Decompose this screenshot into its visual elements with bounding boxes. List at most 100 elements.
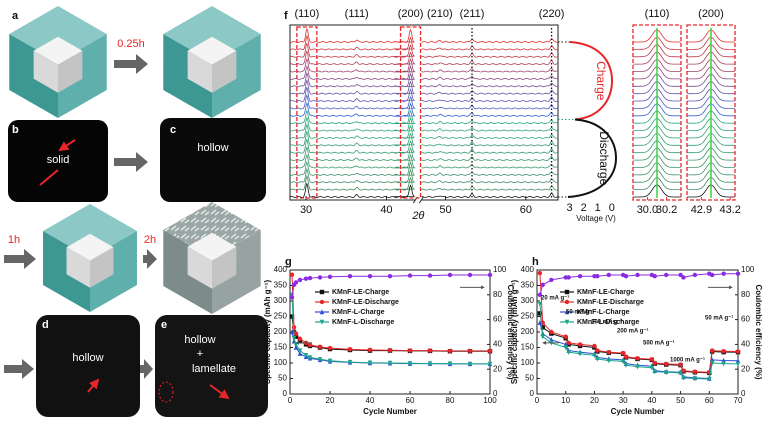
legend-label: KMnF-LE-Discharge [577, 299, 644, 306]
panel-label: d [42, 319, 49, 331]
v-tick-label: 3 [567, 202, 573, 214]
annotation: + [197, 348, 203, 360]
data-point [678, 362, 683, 367]
data-point [367, 274, 373, 279]
x-tick-label: 40 [647, 396, 656, 405]
y-tick-label: 100 [274, 358, 288, 367]
inner-cube [66, 233, 114, 261]
rate-label: 100 mA g⁻¹ [591, 319, 623, 326]
data-point [427, 273, 433, 278]
x-axis-label: Cycle Number [611, 407, 665, 416]
peak-highlight [296, 26, 318, 199]
legend-label: KMnF-LE-Charge [577, 289, 634, 296]
y-tick-label: 0 [283, 389, 288, 398]
arrow [87, 378, 100, 393]
legend-marker [564, 309, 570, 315]
data-point [407, 348, 413, 353]
y-tick-label: 350 [274, 281, 288, 290]
data-point [709, 348, 715, 353]
peak-label: (220) [539, 8, 565, 20]
x-tick-label: 70 [734, 396, 743, 405]
legend-label: KMnF-L-Charge [332, 309, 385, 316]
data-point [664, 370, 669, 375]
data-point [678, 272, 683, 278]
y2-tick-label: 100 [493, 265, 507, 274]
data-point [327, 274, 333, 280]
x-tick-label: 30 [300, 204, 312, 216]
y-tick-label: 100 [521, 358, 535, 367]
y2-tick-label: 40 [493, 340, 502, 349]
data-point [317, 344, 323, 350]
panel-label: c [170, 124, 176, 136]
y-axis-label: Specific capacity (mAh g⁻¹) [510, 280, 519, 385]
y-tick-label: 300 [521, 296, 535, 305]
data-point [577, 342, 583, 347]
annotation: solid [47, 154, 70, 166]
data-point [387, 348, 393, 353]
y-tick-label: 150 [521, 343, 535, 352]
xrd-pattern [289, 65, 559, 80]
time-label: 2h [144, 234, 156, 246]
data-point [540, 282, 545, 288]
data-point [367, 360, 373, 366]
data-point [635, 364, 640, 370]
xrd-pattern [289, 42, 559, 58]
x-tick-label: 30.2 [656, 204, 677, 216]
xrd-pattern [289, 138, 559, 154]
peak-label: (111) [345, 8, 369, 20]
panel-label: e [161, 319, 167, 331]
data-point [291, 336, 297, 341]
data-point [649, 357, 655, 362]
arrow [39, 139, 76, 186]
data-point [307, 275, 313, 281]
x-tick-label: 20 [590, 396, 599, 405]
arrow [209, 384, 230, 400]
xrd-pattern [289, 160, 559, 176]
annotation: hollow [197, 142, 228, 154]
data-point [709, 272, 715, 278]
xrd-pattern [289, 116, 559, 132]
data-point [549, 329, 554, 335]
data-point [721, 361, 726, 367]
data-point [303, 353, 309, 358]
legend-label: KMnF-L-Discharge [577, 319, 639, 326]
data-point [735, 271, 741, 276]
x-tick-label: 42.9 [691, 204, 712, 216]
x-tick-label: 60 [705, 396, 714, 405]
data-point [592, 343, 597, 349]
x-tick-label: 60 [406, 396, 415, 405]
x-tick-label: 60 [520, 204, 532, 216]
xrd-pattern [289, 57, 559, 73]
data-point [307, 355, 313, 361]
y-tick-label: 150 [274, 343, 288, 352]
data-point [537, 301, 543, 307]
legend-label: KMnF-LE-Discharge [332, 299, 399, 306]
zoom-label: (200) [698, 8, 724, 20]
y-tick-label: 200 [521, 327, 535, 336]
v-tick-label: 0 [609, 202, 615, 214]
data-point [577, 274, 583, 279]
rate-label: 200 mA g⁻¹ [617, 328, 649, 335]
data-point [467, 348, 473, 354]
panel-label: b [12, 124, 19, 136]
data-point [537, 270, 543, 276]
data-point [606, 358, 611, 364]
legend-marker [564, 289, 570, 295]
data-point [293, 334, 299, 339]
y2-tick-label: 60 [493, 315, 502, 324]
xrd-pattern [289, 101, 559, 117]
data-point [317, 357, 323, 362]
data-point [407, 361, 413, 367]
data-point [692, 376, 698, 382]
y2-tick-label: 0 [741, 389, 746, 398]
tem-image [36, 315, 140, 417]
y2-tick-label: 40 [741, 340, 750, 349]
data-point [577, 351, 583, 357]
data-point [297, 277, 303, 283]
y2-tick-label: 80 [741, 290, 750, 299]
data-point [592, 353, 597, 358]
data-point [623, 354, 629, 359]
legend-label: KMnF-L-Charge [577, 309, 630, 316]
data-point [692, 369, 698, 374]
